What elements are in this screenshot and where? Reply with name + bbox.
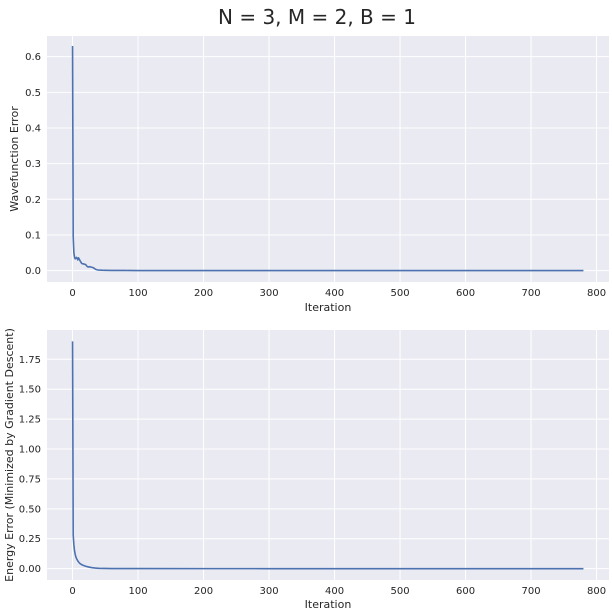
x-tick-label: 300 bbox=[260, 288, 279, 299]
y-tick-label: 1.75 bbox=[19, 355, 41, 366]
y-tick-label: 1.00 bbox=[19, 445, 41, 456]
energy-error-series-line bbox=[71, 341, 584, 570]
y-tick-label: 0.50 bbox=[19, 504, 41, 515]
energy-error-panel: 0 100 200 300 400 500 600 700 800 0.00 0.25 0.50 0.7… bbox=[3, 328, 609, 611]
y-tick-label: 0.6 bbox=[25, 52, 41, 63]
x-tick-label: 700 bbox=[522, 586, 541, 597]
y-axis-label: Wavefunction Error bbox=[8, 106, 21, 212]
x-tick-label: 500 bbox=[391, 288, 410, 299]
x-tick-label: 500 bbox=[391, 586, 410, 597]
x-tick-label: 100 bbox=[128, 288, 147, 299]
x-tick-label: 200 bbox=[194, 288, 213, 299]
x-tick-label: 600 bbox=[456, 586, 475, 597]
y-tick-label: 0.75 bbox=[19, 474, 41, 485]
energy-plot-area bbox=[47, 330, 609, 580]
x-tick-label: 700 bbox=[522, 288, 541, 299]
y-tick-label: 0.4 bbox=[25, 123, 41, 134]
y-tick-label: 1.50 bbox=[19, 385, 41, 396]
x-tick-label: 300 bbox=[260, 586, 279, 597]
y-tick-label: 0.1 bbox=[25, 230, 41, 241]
y-tick-label: 0.3 bbox=[25, 159, 41, 170]
y-tick-label: 0.0 bbox=[25, 266, 41, 277]
x-tick-label: 0 bbox=[69, 586, 75, 597]
x-tick-label: 400 bbox=[325, 586, 344, 597]
x-tick-label: 200 bbox=[194, 586, 213, 597]
wavefunction-plot-area bbox=[47, 36, 609, 282]
x-axis-label: Iteration bbox=[305, 598, 352, 611]
x-tick-label: 100 bbox=[128, 586, 147, 597]
x-tick-label: 800 bbox=[587, 288, 606, 299]
y-tick-label: 0.2 bbox=[25, 195, 41, 206]
x-axis-label: Iteration bbox=[305, 301, 352, 314]
x-tick-label: 400 bbox=[325, 288, 344, 299]
wavefunction-error-panel: 0 100 200 300 400 500 600 700 800 0.0 0.1 0.2 0.3 0.4… bbox=[8, 36, 609, 314]
x-tick-label: 600 bbox=[456, 288, 475, 299]
y-axis-label: Energy Error (Minimized by Gradient Desc… bbox=[3, 328, 16, 582]
y-tick-label: 0.00 bbox=[19, 564, 41, 575]
figure-title: N = 3, M = 2, B = 1 bbox=[218, 5, 416, 29]
x-tick-label: 0 bbox=[69, 288, 75, 299]
y-tick-label: 1.25 bbox=[19, 415, 41, 426]
y-tick-label: 0.25 bbox=[19, 534, 41, 545]
y-tick-label: 0.5 bbox=[25, 88, 41, 99]
x-tick-label: 800 bbox=[587, 586, 606, 597]
wavefunction-error-series-line bbox=[71, 45, 584, 272]
